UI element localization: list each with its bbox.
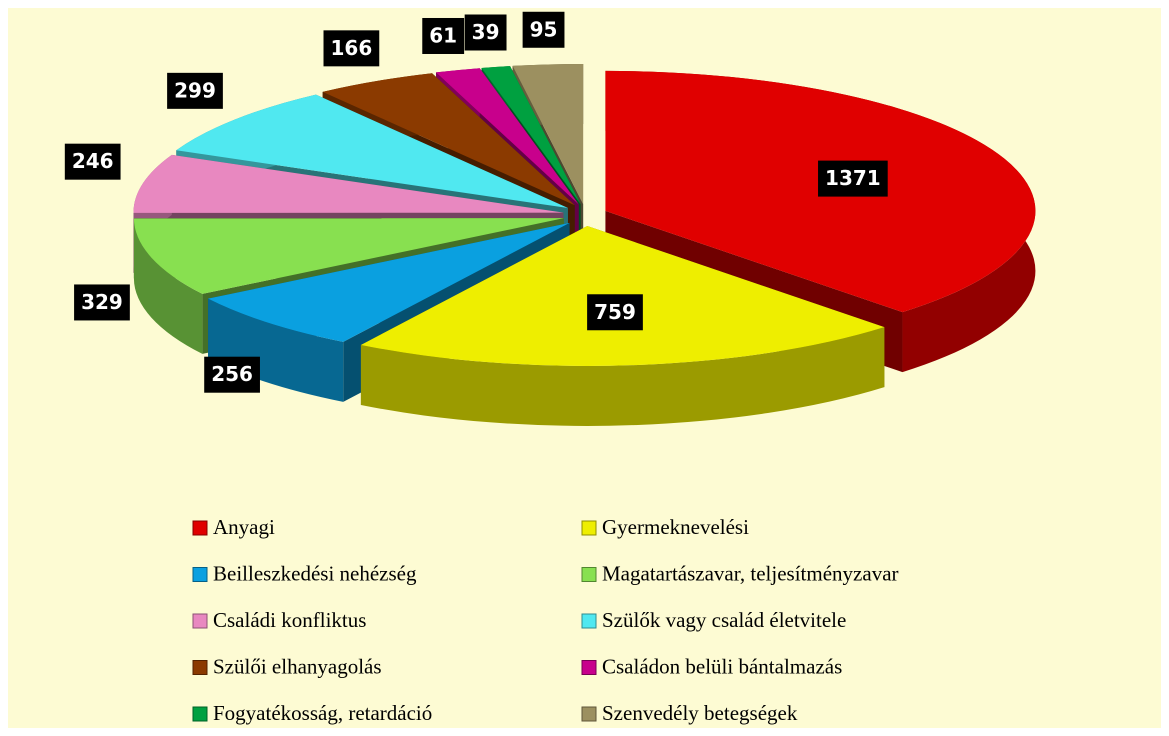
data-label-box	[64, 143, 121, 180]
legend-label: Családi konfliktus	[213, 608, 366, 632]
slice	[176, 94, 568, 209]
slice	[133, 218, 564, 294]
legend-label: Fogyatékosság, retardáció	[213, 701, 432, 725]
slice-wall	[208, 298, 344, 402]
legend-swatch	[192, 660, 208, 675]
data-label: 299	[167, 72, 223, 109]
legend-label: Gyermeknevelési	[602, 515, 749, 539]
data-label: 166	[323, 30, 380, 67]
data-label-box	[818, 160, 888, 197]
legend-swatch	[581, 660, 597, 675]
data-label-box	[587, 294, 643, 331]
legend-swatch	[581, 567, 597, 582]
data-label-text: 61	[429, 23, 457, 47]
data-label-box	[323, 30, 380, 67]
data-label-text: 299	[174, 78, 216, 102]
data-label-box	[522, 11, 565, 48]
legend-swatch	[581, 706, 597, 722]
slice	[481, 66, 581, 205]
legend-label: Anyagi	[213, 515, 275, 539]
slice-wall	[360, 327, 885, 426]
data-label: 759	[587, 294, 643, 331]
legend-label: Szülői elhanyagolás	[213, 654, 382, 678]
data-label-box	[167, 72, 223, 109]
data-label-box	[464, 14, 507, 51]
data-label-box	[422, 17, 465, 54]
data-label-text: 759	[594, 300, 636, 324]
legend-label: Beilleszkedési nehézség	[213, 561, 417, 585]
data-label-text: 95	[530, 17, 558, 41]
slice	[512, 64, 584, 205]
data-label: 246	[64, 143, 121, 180]
legend-label: Szenvedély betegségek	[602, 701, 798, 725]
data-label-text: 39	[472, 20, 500, 44]
slice	[133, 154, 564, 213]
slice	[322, 73, 575, 206]
slice	[208, 222, 570, 342]
legend-swatch	[192, 613, 208, 629]
data-label-text: 246	[72, 149, 114, 173]
legend-label: Szülők vagy család életvitele	[602, 608, 846, 632]
legend-swatch	[192, 706, 208, 722]
data-label: 329	[74, 284, 130, 321]
slice-side	[605, 70, 903, 373]
data-label-box	[74, 284, 130, 321]
slice-wall	[133, 218, 203, 354]
legend-swatch	[581, 613, 597, 629]
legend-label: Családon belüli bántalmazás	[602, 654, 842, 678]
data-label: 256	[204, 356, 260, 393]
data-label-text: 1371	[825, 166, 881, 190]
slice	[436, 68, 579, 205]
legend-label: Magatartászavar, teljesítményzavar	[602, 561, 899, 585]
data-label-text: 329	[81, 290, 123, 314]
data-label-box	[204, 356, 260, 393]
legend-swatch	[581, 520, 597, 536]
legend-swatch	[192, 520, 208, 536]
legend-swatch	[192, 567, 208, 582]
data-label: 95	[522, 11, 565, 48]
data-label: 39	[464, 14, 507, 51]
data-label: 61	[422, 17, 465, 54]
data-label-text: 166	[331, 36, 373, 60]
data-label: 1371	[818, 160, 888, 197]
data-label-text: 256	[211, 362, 253, 386]
